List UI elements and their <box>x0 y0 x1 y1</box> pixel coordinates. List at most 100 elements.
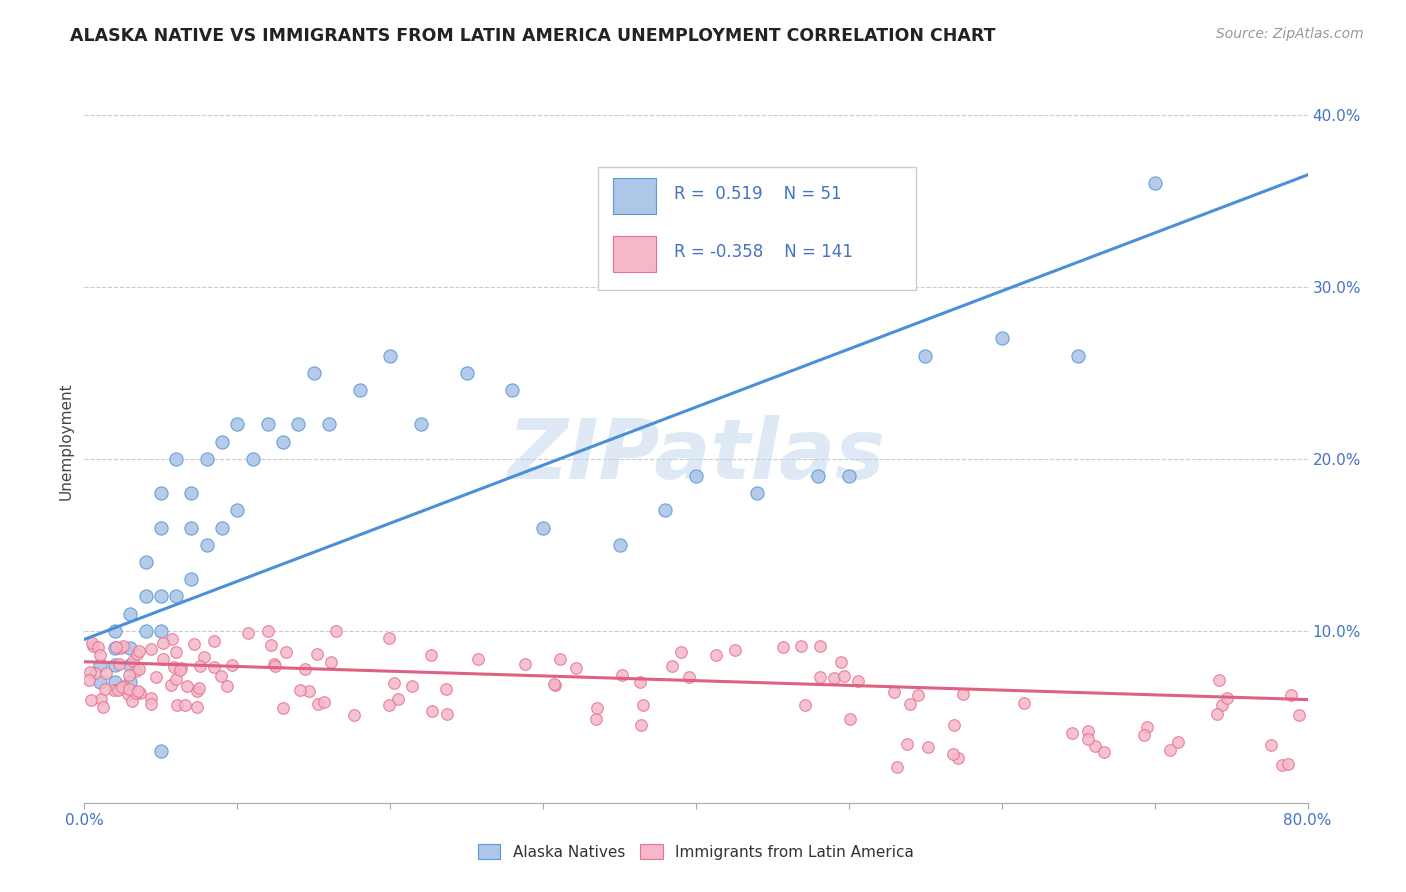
Point <box>378 632 401 646</box>
Point <box>118 682 141 697</box>
Point <box>135 590 157 604</box>
Point <box>242 451 264 466</box>
Point <box>79 665 101 679</box>
Point <box>288 682 311 697</box>
Point <box>846 673 869 688</box>
Point <box>630 717 652 731</box>
FancyBboxPatch shape <box>613 235 655 272</box>
Point <box>419 648 441 662</box>
Point <box>1092 745 1115 759</box>
Point <box>1077 724 1099 739</box>
Point <box>141 697 163 711</box>
Point <box>943 718 966 732</box>
Point <box>211 434 233 449</box>
Point <box>434 681 457 696</box>
Point <box>274 645 297 659</box>
Point <box>706 648 728 663</box>
Point <box>271 434 294 449</box>
Point <box>678 670 700 684</box>
Point <box>724 642 747 657</box>
Point <box>149 624 172 638</box>
Text: ZIPatlas: ZIPatlas <box>508 416 884 497</box>
Point <box>120 640 142 655</box>
Point <box>135 624 157 638</box>
Point <box>942 747 965 762</box>
Point <box>789 640 811 654</box>
Point <box>111 639 134 653</box>
Point <box>202 660 225 674</box>
Point <box>257 417 280 432</box>
Point <box>1260 739 1282 753</box>
Point <box>883 684 905 698</box>
Point <box>221 657 243 672</box>
Point <box>409 417 432 432</box>
Point <box>307 697 329 711</box>
Text: Source: ZipAtlas.com: Source: ZipAtlas.com <box>1216 27 1364 41</box>
Point <box>318 417 340 432</box>
Point <box>104 675 127 690</box>
Y-axis label: Unemployment: Unemployment <box>58 383 73 500</box>
Point <box>166 698 188 712</box>
Point <box>165 590 187 604</box>
FancyBboxPatch shape <box>598 167 917 290</box>
Point <box>297 684 319 698</box>
Point <box>107 657 129 672</box>
Point <box>256 624 278 638</box>
Point <box>585 712 607 726</box>
Point <box>830 656 852 670</box>
Point <box>502 383 524 397</box>
Point <box>94 665 117 680</box>
Point <box>531 520 554 534</box>
Point <box>117 687 139 701</box>
Point <box>89 648 111 662</box>
Point <box>907 688 929 702</box>
Point <box>145 670 167 684</box>
Point <box>543 676 565 690</box>
Point <box>174 698 197 712</box>
Point <box>302 366 325 380</box>
Text: R =  0.519    N = 51: R = 0.519 N = 51 <box>673 186 842 203</box>
Point <box>1288 707 1310 722</box>
Point <box>202 634 225 648</box>
Point <box>128 644 150 658</box>
Point <box>654 503 676 517</box>
Point <box>1143 177 1166 191</box>
Point <box>110 641 132 656</box>
Point <box>135 555 157 569</box>
Point <box>82 639 104 653</box>
Point <box>125 686 148 700</box>
Point <box>86 640 108 654</box>
Point <box>609 538 631 552</box>
Point <box>772 640 794 655</box>
Point <box>914 349 936 363</box>
Text: R = -0.358    N = 141: R = -0.358 N = 141 <box>673 244 853 261</box>
Point <box>263 657 285 672</box>
Point <box>1277 757 1299 772</box>
Point <box>128 686 150 700</box>
Point <box>343 708 366 723</box>
Point <box>226 417 249 432</box>
Point <box>180 486 202 500</box>
Point <box>107 683 129 698</box>
Point <box>165 672 187 686</box>
Point <box>188 681 211 696</box>
Point <box>1211 698 1233 713</box>
Point <box>1076 731 1098 746</box>
Point <box>838 469 860 483</box>
Point <box>380 349 402 363</box>
FancyBboxPatch shape <box>613 178 655 214</box>
Point <box>238 626 260 640</box>
Point <box>1208 673 1230 687</box>
Point <box>149 486 172 500</box>
Point <box>82 636 104 650</box>
Point <box>162 660 184 674</box>
Point <box>105 640 128 654</box>
Point <box>226 503 249 517</box>
Point <box>264 659 287 673</box>
Point <box>195 451 218 466</box>
Point <box>112 679 135 693</box>
Point <box>165 645 187 659</box>
Point <box>319 655 342 669</box>
Point <box>349 383 371 397</box>
Point <box>1062 725 1084 739</box>
